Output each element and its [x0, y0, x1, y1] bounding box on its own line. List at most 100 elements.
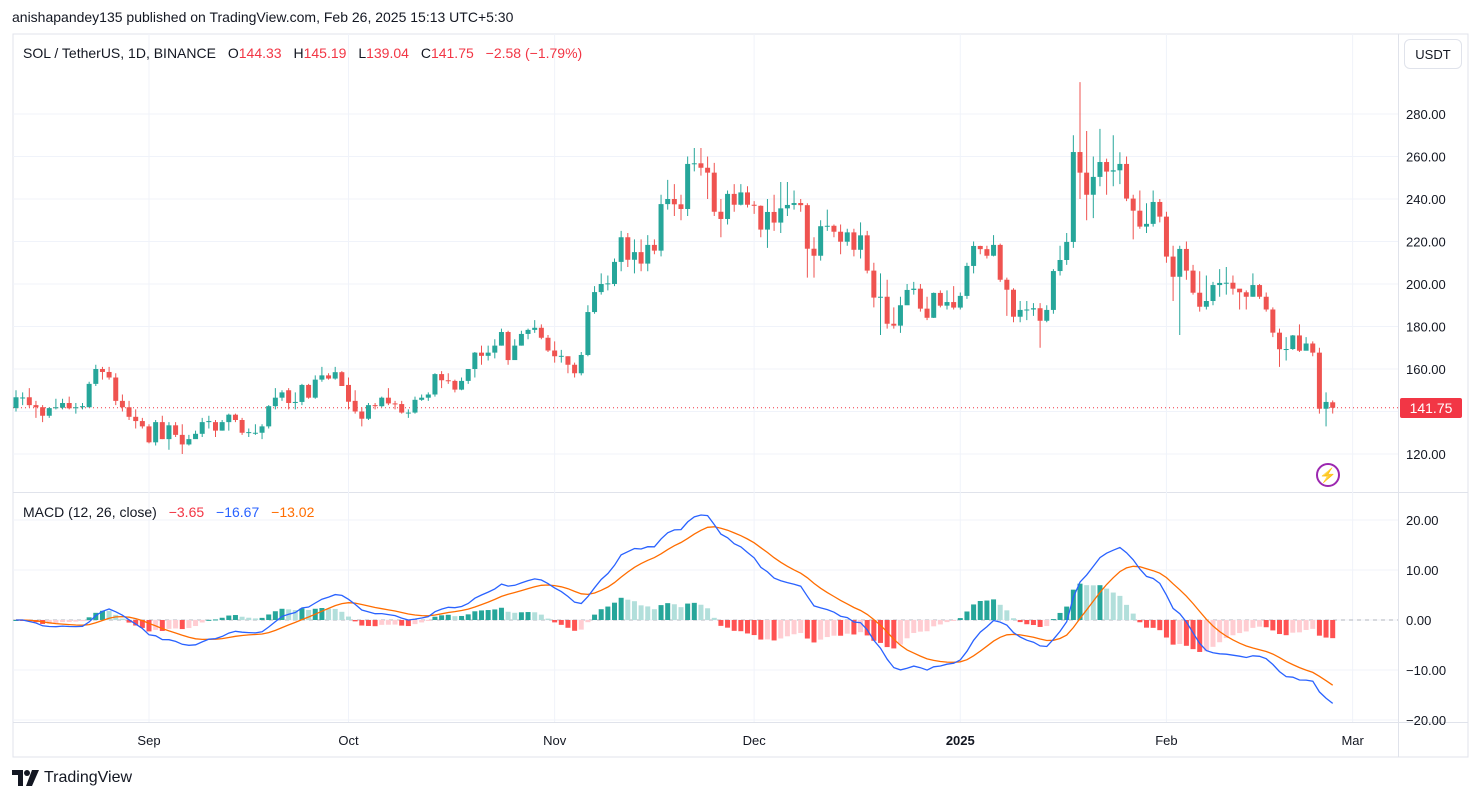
- candle-up: [365, 405, 371, 419]
- candle-down: [552, 350, 558, 357]
- candle-up: [153, 422, 159, 443]
- macd-histogram-bar: [538, 614, 544, 620]
- candle-down: [339, 372, 345, 386]
- price-tick-label: 120.00: [1406, 447, 1446, 462]
- candle-up: [1024, 309, 1030, 311]
- candle-down: [40, 407, 46, 416]
- macd-histogram-bar: [565, 620, 571, 628]
- candle-down: [179, 434, 185, 445]
- macd-histogram-bar: [831, 620, 837, 636]
- candle-up: [60, 403, 66, 408]
- macd-histogram-bar: [518, 612, 524, 620]
- macd-line-value: −16.67: [216, 504, 260, 520]
- candle-up: [86, 383, 92, 408]
- currency-button[interactable]: USDT: [1404, 39, 1462, 69]
- candle-up: [691, 163, 697, 165]
- macd-histogram-bar: [1050, 619, 1056, 621]
- price-tick-label: 180.00: [1406, 320, 1446, 335]
- chart-frame: [12, 33, 1469, 758]
- macd-histogram-bar: [1183, 620, 1189, 646]
- macd-histogram-bar: [532, 612, 538, 620]
- macd-histogram-bar: [991, 599, 997, 620]
- close-label: C: [420, 45, 431, 61]
- macd-histogram-bar: [399, 620, 405, 626]
- candle-down: [1004, 279, 1010, 290]
- candle-down: [213, 422, 218, 431]
- candle-down: [731, 193, 737, 205]
- candle-up: [1210, 285, 1216, 301]
- macd-histogram-bar: [1296, 620, 1302, 633]
- macd-histogram-bar: [1250, 620, 1256, 628]
- macd-tick-label: −10.00: [1406, 663, 1446, 678]
- candle-up: [1064, 241, 1070, 260]
- macd-histogram-bar: [605, 606, 611, 620]
- macd-line: [16, 514, 1334, 704]
- price-tick-label: 220.00: [1406, 235, 1446, 250]
- candle-down: [705, 167, 711, 173]
- price-tick-label: 200.00: [1406, 277, 1446, 292]
- macd-histogram-bar: [186, 620, 192, 629]
- macd-histogram-bar: [931, 620, 937, 627]
- macd-histogram-bar: [1257, 620, 1263, 627]
- candle-up: [518, 333, 524, 346]
- candle-down: [346, 384, 351, 402]
- macd-histogram-bar: [1303, 620, 1309, 630]
- candle-up: [1110, 170, 1116, 172]
- macd-histogram-bar: [465, 614, 471, 620]
- macd-histogram-bar: [1137, 620, 1143, 623]
- macd-histogram-bar: [1077, 583, 1083, 620]
- macd-histogram-bar: [1011, 618, 1016, 620]
- symbol-title[interactable]: SOL / TetherUS, 1D, BINANCE: [23, 45, 216, 61]
- macd-histogram-bar: [824, 620, 830, 638]
- candle-up: [957, 295, 963, 308]
- candle-up: [492, 345, 498, 353]
- candle-up: [1290, 335, 1296, 350]
- macd-histogram-bar: [671, 604, 677, 620]
- macd-histogram-bar: [1144, 620, 1149, 628]
- symbol-legend: SOL / TetherUS, 1D, BINANCE O144.33 H145…: [23, 45, 582, 61]
- candle-down: [718, 211, 724, 219]
- macd-histogram-bar: [306, 609, 312, 620]
- candle-down: [1277, 332, 1282, 350]
- macd-title[interactable]: MACD (12, 26, close): [23, 504, 157, 520]
- macd-histogram-bar: [80, 620, 85, 622]
- candle-up: [991, 244, 997, 256]
- macd-histogram-bar: [1150, 620, 1156, 628]
- macd-histogram-bar: [106, 610, 112, 620]
- candle-up: [93, 369, 99, 384]
- candle-up: [319, 375, 325, 380]
- macd-histogram-bar: [1237, 620, 1243, 634]
- candle-down: [625, 237, 631, 260]
- macd-histogram-bar: [1030, 620, 1036, 626]
- candle-down: [66, 403, 72, 409]
- candle-down: [1330, 402, 1336, 408]
- candle-down: [505, 332, 511, 361]
- macd-histogram-bar: [971, 604, 977, 620]
- candle-up: [784, 204, 790, 209]
- candle-up: [971, 245, 977, 266]
- tradingview-logo[interactable]: TradingView: [12, 769, 132, 787]
- candle-down: [671, 199, 677, 205]
- candle-up: [858, 235, 864, 250]
- macd-histogram-bar: [1163, 620, 1169, 638]
- macd-histogram-bar: [452, 616, 458, 620]
- candle-up: [844, 232, 850, 242]
- macd-histogram-bar: [153, 620, 159, 630]
- macd-histogram-bar: [525, 612, 531, 620]
- lightning-bolt-icon[interactable]: ⚡: [1316, 463, 1340, 487]
- candle-up: [558, 355, 564, 357]
- macd-histogram-bar: [631, 601, 637, 620]
- candle-down: [851, 232, 857, 250]
- candle-down: [372, 405, 378, 407]
- macd-histogram-bar: [1277, 620, 1282, 635]
- macd-histogram-bar: [266, 614, 272, 620]
- candle-up: [911, 288, 917, 290]
- macd-histogram-bar: [1104, 588, 1110, 620]
- macd-histogram-bar: [924, 620, 930, 632]
- candle-up: [20, 397, 26, 399]
- macd-histogram-bar: [319, 608, 325, 620]
- candle-down: [119, 400, 125, 408]
- macd-histogram-bar: [1310, 620, 1316, 629]
- candle-down: [286, 390, 292, 403]
